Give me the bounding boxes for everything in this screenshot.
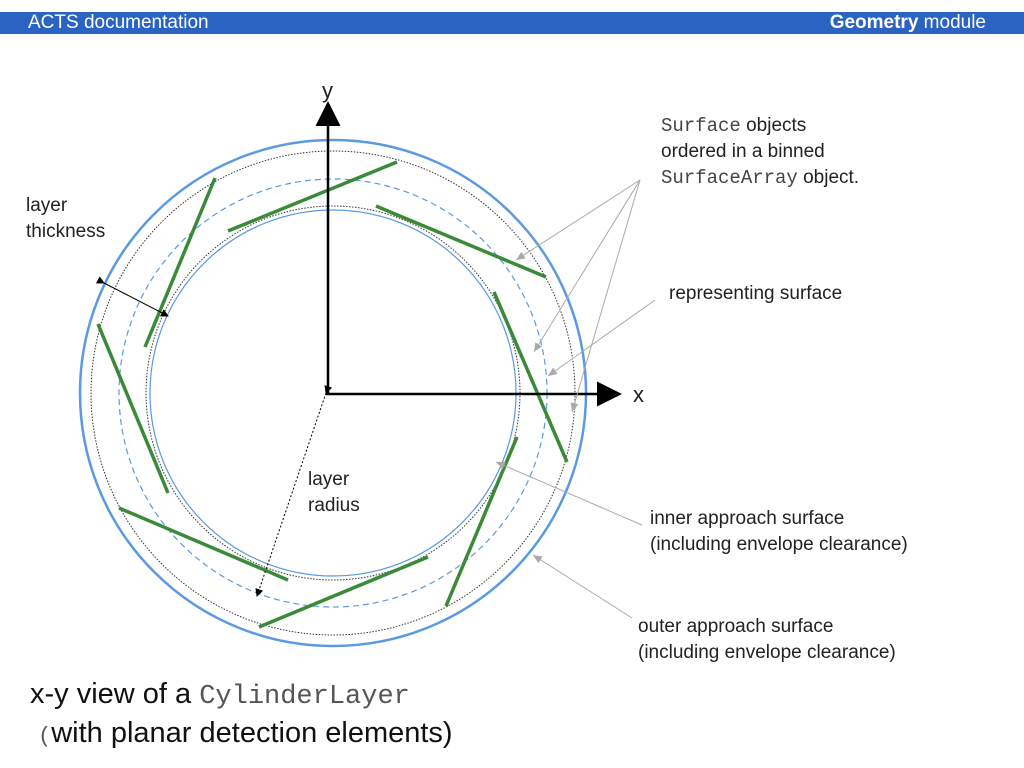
layer-thickness-line1: layer	[26, 195, 68, 216]
sensor-element	[143, 177, 217, 348]
pointer-inner-approach	[495, 461, 643, 526]
layer-thickness-arrow	[95, 276, 169, 317]
surface-objects-line2: ordered in a binned	[661, 141, 825, 162]
doc-title: ACTS documentation	[28, 12, 209, 33]
caption-line2: with planar detection elements)	[51, 717, 453, 749]
pointer-to-sensor	[570, 179, 641, 413]
surface-objects-text3: object.	[797, 167, 860, 188]
surface-objects-text1: objects	[740, 115, 807, 136]
pointer-to-sensor	[533, 179, 641, 353]
outer-approach-label: outer approach surface (including envelo…	[638, 614, 896, 666]
pointer-representing-surface	[547, 299, 656, 377]
inner-approach-label: inner approach surface (including envelo…	[650, 506, 908, 558]
caption-paren: (	[38, 724, 52, 749]
y-axis-label: y	[322, 78, 333, 103]
layer-thickness-line2: thickness	[26, 221, 106, 242]
sensor-element	[227, 160, 398, 233]
x-axis-label: x	[633, 382, 644, 407]
module-title: Geometry module	[830, 12, 986, 34]
pointer-outer-approach	[532, 554, 633, 619]
sensor-element	[258, 555, 429, 629]
header-bar: ACTS documentation Geometry module	[0, 12, 1024, 34]
layer-radius-label: layer radius	[308, 467, 360, 519]
outer-approach-line2: (including envelope clearance)	[638, 642, 896, 663]
sensor-element	[118, 506, 289, 582]
surface-objects-label: Surface objects ordered in a binned Surf…	[661, 113, 859, 191]
caption-code: CylinderLayer	[199, 682, 410, 712]
surface-code: Surface	[661, 115, 741, 137]
layer-radius-line2: radius	[308, 495, 360, 516]
inner-approach-line2: (including envelope clearance)	[650, 534, 908, 555]
layer-thickness-label: layer thickness	[26, 193, 105, 245]
pointer-to-sensor	[515, 179, 641, 261]
representing-surface-label: representing surface	[669, 283, 843, 304]
outer-approach-line1: outer approach surface	[638, 616, 834, 637]
figure-caption: x-y view of a CylinderLayer (with planar…	[30, 676, 453, 755]
module-title-bold: Geometry	[829, 12, 919, 33]
sensor-element	[492, 291, 569, 463]
module-title-rest: module	[918, 12, 986, 33]
sensor-element	[96, 323, 170, 494]
sensor-element	[375, 204, 547, 279]
caption-prefix: x-y view of a	[30, 678, 200, 710]
layer-radius-line1: layer	[308, 469, 350, 490]
inner-approach-line1: inner approach surface	[650, 508, 845, 529]
sensor-element	[444, 436, 519, 607]
surface-array-code: SurfaceArray	[661, 167, 798, 189]
